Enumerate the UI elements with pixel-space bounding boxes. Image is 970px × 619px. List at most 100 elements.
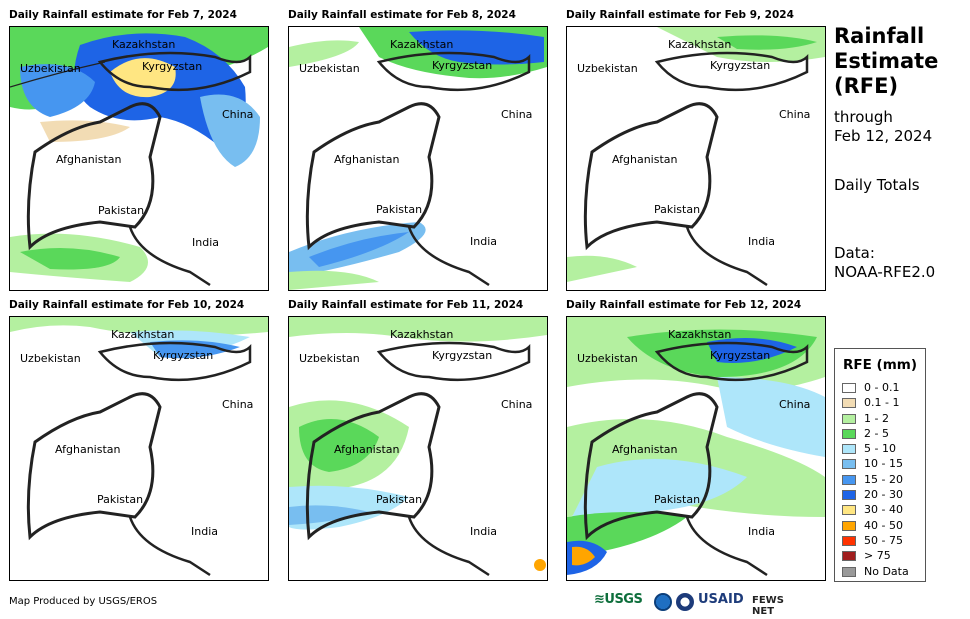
- label-china: China: [222, 108, 254, 121]
- label-uzbekistan: Uzbekistan: [577, 352, 638, 365]
- legend-label: 0 - 0.1: [864, 381, 900, 394]
- label-kazakhstan: Kazakhstan: [112, 38, 176, 51]
- label-india: India: [748, 525, 775, 538]
- label-pakistan: Pakistan: [376, 493, 423, 506]
- panel-title-feb8: Daily Rainfall estimate for Feb 8, 2024: [288, 9, 516, 21]
- borders-feb12: [583, 341, 809, 577]
- data-source: NOAA-RFE2.0: [834, 263, 936, 281]
- state-dept-logo: [676, 593, 694, 611]
- borders-feb9: [583, 51, 809, 287]
- label-kyrgyzstan: Kyrgyzstan: [142, 60, 203, 73]
- legend-swatch: [842, 459, 856, 470]
- map-panel-feb12: Kazakhstan Uzbekistan Kyrgyzstan China A…: [566, 316, 826, 581]
- label-kazakhstan: Kazakhstan: [111, 328, 175, 341]
- legend-label: 40 - 50: [864, 518, 903, 532]
- legend-label: 20 - 30: [864, 488, 903, 502]
- label-china: China: [501, 108, 533, 121]
- legend-swatch: [842, 505, 856, 516]
- label-kazakhstan: Kazakhstan: [390, 38, 454, 51]
- legend-label: No Data: [864, 564, 909, 578]
- label-india: India: [470, 235, 497, 248]
- label-afghanistan: Afghanistan: [612, 153, 678, 166]
- label-pakistan: Pakistan: [98, 204, 145, 217]
- usgs-logo: ≋USGS: [594, 592, 643, 607]
- rain-layer-feb9: [567, 27, 825, 282]
- label-uzbekistan: Uzbekistan: [20, 352, 81, 365]
- label-china: China: [779, 108, 811, 121]
- through-label: through: [834, 108, 893, 126]
- legend-swatch: [842, 490, 856, 501]
- label-india: India: [192, 236, 219, 249]
- rain-layer-feb10: [10, 317, 268, 359]
- label-china: China: [222, 398, 254, 411]
- usaid-logo: USAID: [698, 592, 744, 607]
- legend-label: 5 - 10: [864, 442, 896, 456]
- legend-label: 2 - 5: [864, 426, 889, 440]
- map-panel-feb11: Kazakhstan Uzbekistan Kyrgyzstan China A…: [288, 316, 548, 581]
- legend-swatch: [842, 428, 856, 439]
- legend-label: > 75: [864, 549, 891, 563]
- legend-label: 1 - 2: [864, 411, 889, 425]
- label-china: China: [779, 398, 811, 411]
- legend-swatch: [842, 474, 856, 485]
- label-kazakhstan: Kazakhstan: [668, 38, 732, 51]
- panel-title-feb11: Daily Rainfall estimate for Feb 11, 2024: [288, 299, 524, 311]
- label-kazakhstan: Kazakhstan: [390, 328, 454, 341]
- label-pakistan: Pakistan: [97, 493, 144, 506]
- label-afghanistan: Afghanistan: [612, 443, 678, 456]
- legend-swatch: [842, 413, 856, 424]
- map-title: Rainfall Estimate (RFE): [834, 24, 939, 98]
- label-kyrgyzstan: Kyrgyzstan: [432, 59, 493, 72]
- label-uzbekistan: Uzbekistan: [299, 352, 360, 365]
- rain-layer-feb12: [567, 317, 825, 575]
- borders-feb11: [305, 341, 531, 577]
- totals-label: Daily Totals: [834, 176, 920, 194]
- label-kyrgyzstan: Kyrgyzstan: [710, 349, 771, 362]
- label-pakistan: Pakistan: [376, 203, 423, 216]
- through-date: Feb 12, 2024: [834, 127, 933, 145]
- map-panel-feb9: Kazakhstan Uzbekistan Kyrgyzstan China A…: [566, 26, 826, 291]
- rain-layer-feb7: [10, 27, 268, 282]
- panel-title-feb12: Daily Rainfall estimate for Feb 12, 2024: [566, 299, 802, 311]
- noaa-logo: [654, 593, 672, 611]
- label-india: India: [191, 525, 218, 538]
- legend-swatch: [842, 535, 856, 546]
- legend-label: 10 - 15: [864, 457, 903, 471]
- legend-swatch: [842, 566, 856, 577]
- legend-swatch: [842, 398, 856, 409]
- panel-title-feb7: Daily Rainfall estimate for Feb 7, 2024: [9, 9, 237, 21]
- label-india: India: [470, 525, 497, 538]
- legend-label: 50 - 75: [864, 533, 903, 547]
- label-uzbekistan: Uzbekistan: [20, 62, 81, 75]
- label-afghanistan: Afghanistan: [334, 443, 400, 456]
- fews-net-logo: FEWS NET: [752, 595, 784, 617]
- label-india: India: [748, 235, 775, 248]
- legend-label: 0.1 - 1: [864, 396, 900, 410]
- map-panel-feb8: Kazakhstan Uzbekistan Kyrgyzstan China A…: [288, 26, 548, 291]
- legend-title: RFE (mm): [842, 357, 917, 373]
- panel-title-feb9: Daily Rainfall estimate for Feb 9, 2024: [566, 9, 794, 21]
- legend-swatch: [842, 520, 856, 531]
- label-pakistan: Pakistan: [654, 493, 701, 506]
- label-uzbekistan: Uzbekistan: [299, 62, 360, 75]
- borders-feb7: [10, 51, 252, 287]
- data-label: Data:: [834, 244, 875, 262]
- legend-swatch: [842, 383, 856, 393]
- panel-title-feb10: Daily Rainfall estimate for Feb 10, 2024: [9, 299, 245, 311]
- label-kazakhstan: Kazakhstan: [668, 328, 732, 341]
- rain-layer-feb11: [289, 317, 547, 571]
- label-kyrgyzstan: Kyrgyzstan: [432, 349, 493, 362]
- map-panel-feb7: Kazakhstan Uzbekistan Kyrgyzstan China A…: [9, 26, 269, 291]
- label-kyrgyzstan: Kyrgyzstan: [710, 59, 771, 72]
- legend-label: 30 - 40: [864, 503, 903, 517]
- legend-swatch: [842, 551, 856, 562]
- borders-feb8: [305, 51, 531, 287]
- borders-feb10: [26, 341, 252, 577]
- legend-label: 15 - 20: [864, 472, 903, 486]
- label-uzbekistan: Uzbekistan: [577, 62, 638, 75]
- label-kyrgyzstan: Kyrgyzstan: [153, 349, 214, 362]
- label-afghanistan: Afghanistan: [55, 443, 121, 456]
- legend-swatch: [842, 444, 856, 455]
- credit-text: Map Produced by USGS/EROS: [9, 596, 158, 607]
